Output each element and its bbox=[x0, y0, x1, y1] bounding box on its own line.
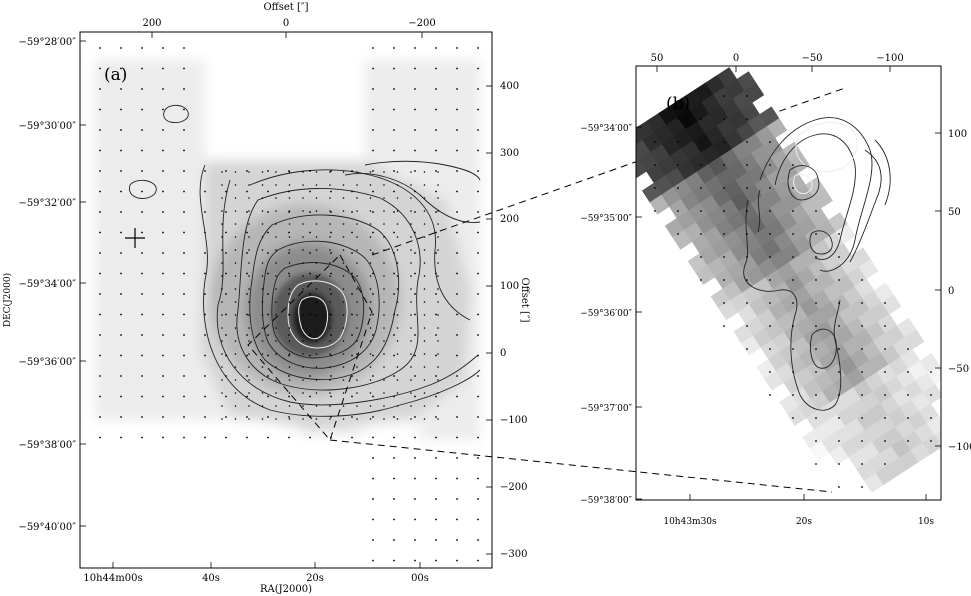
panel-a-bottom-tick-3: 00s bbox=[411, 573, 429, 584]
panel-a-top-tick-0: 200 bbox=[142, 18, 161, 29]
panel-b-frame bbox=[635, 65, 942, 501]
panel-a-top-axis-title: Offset [″] bbox=[263, 2, 308, 13]
panel-b-grid-dots bbox=[654, 95, 932, 488]
panel-a-left-tick-0: −59°28′00″ bbox=[18, 37, 76, 48]
cross-marker bbox=[125, 228, 145, 248]
panel-b-right-tick-0: 100 bbox=[948, 129, 967, 140]
panel-a-ticks bbox=[80, 32, 492, 568]
panel-a-bottom-tick-0: 10h44m00s bbox=[83, 573, 142, 584]
panel-b-right-tick-3: −50 bbox=[948, 364, 969, 375]
panel-b: (b) 50 0 −50 −100 100 50 0 −50 −100 −59°… bbox=[580, 53, 971, 527]
panel-b-top-tick-3: −100 bbox=[876, 53, 903, 64]
panel-a-right-tick-0: 400 bbox=[500, 81, 519, 92]
panel-a: (a) Offset [″] 200 0 −200 400 300 200 10… bbox=[2, 2, 530, 595]
panel-a-left-tick-3: −59°34′00″ bbox=[18, 279, 76, 290]
panel-a-right-tick-2: 200 bbox=[500, 214, 519, 225]
panel-a-right-tick-4: 0 bbox=[500, 348, 506, 359]
panel-a-right-tick-6: −200 bbox=[500, 482, 527, 493]
panel-a-left-tick-1: −59°30′00″ bbox=[18, 121, 76, 132]
panel-a-right-tick-7: −300 bbox=[500, 549, 527, 560]
panel-a-grid-dots bbox=[99, 47, 479, 562]
panel-b-bottom-tick-2: 10s bbox=[918, 517, 934, 527]
panel-a-map bbox=[95, 47, 481, 562]
panel-a-right-tick-5: −100 bbox=[500, 415, 527, 426]
panel-b-top-tick-0: 50 bbox=[651, 53, 664, 64]
panel-b-right-tick-2: 0 bbox=[948, 286, 954, 297]
panel-a-bottom-tick-2: 20s bbox=[306, 573, 324, 584]
panel-b-left-tick-4: −59°38′00″ bbox=[580, 496, 632, 506]
panel-a-left-tick-5: −59°38′00″ bbox=[18, 440, 76, 451]
panel-a-left-tick-2: −59°32′00″ bbox=[18, 198, 76, 209]
panel-b-right-tick-4: −100 bbox=[948, 442, 971, 453]
panel-a-contours bbox=[128, 104, 481, 417]
panel-b-bottom-tick-1: 20s bbox=[796, 517, 812, 527]
panel-b-right-tick-1: 50 bbox=[948, 207, 961, 218]
panel-b-label: (b) bbox=[666, 94, 690, 114]
panel-a-bottom-tick-1: 40s bbox=[202, 573, 220, 584]
panel-a-right-axis-title: Offset [″] bbox=[519, 277, 530, 322]
panel-b-left-tick-1: −59°35′00″ bbox=[580, 214, 632, 224]
panel-b-map bbox=[636, 67, 941, 493]
panel-a-right-tick-3: 100 bbox=[500, 281, 519, 292]
panel-b-contours bbox=[743, 117, 891, 411]
zoom-connector-lines bbox=[329, 87, 846, 493]
panel-b-top-tick-2: −50 bbox=[801, 53, 822, 64]
panel-a-left-tick-6: −59°40′00″ bbox=[18, 522, 76, 533]
panel-a-label: (a) bbox=[104, 65, 127, 85]
panel-b-bottom-tick-0: 10h43m30s bbox=[663, 517, 717, 527]
panel-b-ticks bbox=[636, 66, 941, 500]
panel-a-left-tick-4: −59°36′00″ bbox=[18, 357, 76, 368]
panel-a-top-tick-1: 0 bbox=[283, 18, 289, 29]
panel-a-right-tick-1: 300 bbox=[500, 148, 519, 159]
panel-b-top-tick-1: 0 bbox=[733, 53, 739, 64]
panel-a-bottom-axis-title: RA(J2000) bbox=[260, 584, 312, 595]
panel-a-top-tick-2: −200 bbox=[408, 18, 435, 29]
panel-b-left-tick-3: −59°37′00″ bbox=[580, 404, 632, 414]
panel-a-left-axis-title: DEC(J2000) bbox=[2, 273, 13, 327]
panel-b-left-tick-0: −59°34′00″ bbox=[580, 124, 632, 134]
panel-b-left-tick-2: −59°36′00″ bbox=[580, 309, 632, 319]
